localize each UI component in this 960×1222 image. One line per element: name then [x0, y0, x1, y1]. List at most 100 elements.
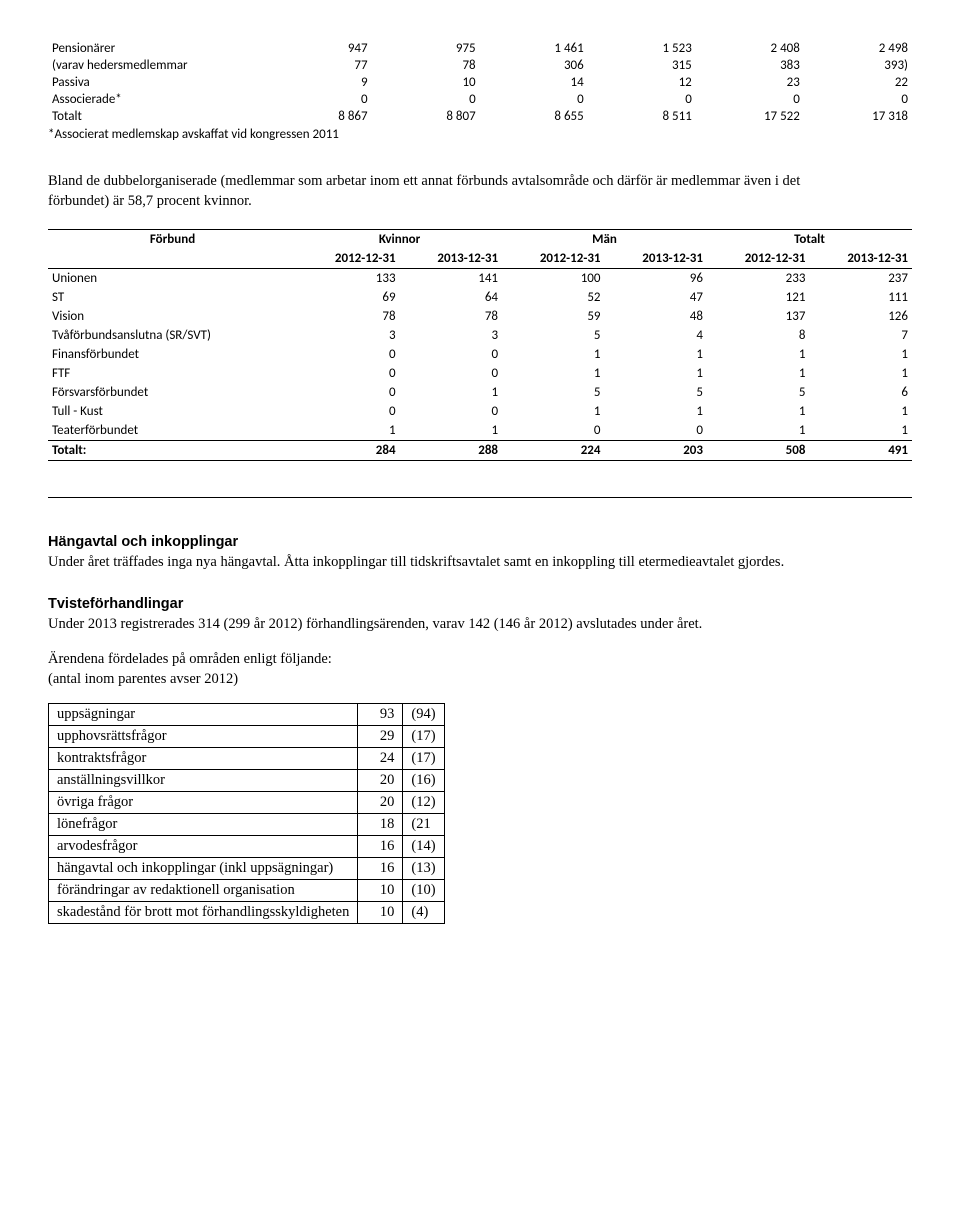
cell: 0	[297, 364, 399, 383]
cell: 1	[297, 421, 399, 441]
cell: 0	[372, 91, 480, 108]
table-row: upphovsrättsfrågor29(17)	[49, 726, 445, 748]
cell: 1	[400, 383, 502, 402]
table-row: ST69645247121111	[48, 288, 912, 307]
row-label: Tvåförbundsanslutna (SR/SVT)	[48, 326, 297, 345]
cell: 0	[264, 91, 372, 108]
row-label: arvodesfrågor	[49, 836, 358, 858]
cell: 0	[480, 91, 588, 108]
cell: 111	[809, 288, 912, 307]
cell: 121	[707, 288, 809, 307]
paren-cell: (4)	[403, 902, 444, 924]
cell: 78	[297, 307, 399, 326]
row-label: (varav hedersmedlemmar	[48, 57, 264, 74]
cell: 12	[588, 74, 696, 91]
table-row: Tvåförbundsanslutna (SR/SVT)335487	[48, 326, 912, 345]
total-cell: 288	[400, 441, 502, 461]
cell: 7	[809, 326, 912, 345]
cell: 1 461	[480, 40, 588, 57]
cell: 100	[502, 269, 604, 289]
cell: 1	[809, 364, 912, 383]
count-cell: 29	[358, 726, 403, 748]
table-row: hängavtal och inkopplingar (inkl uppsägn…	[49, 858, 445, 880]
arendena-line1: Ärendena fördelades på områden enligt fö…	[48, 649, 828, 669]
cell: 47	[605, 288, 707, 307]
table-row: Pensionärer9479751 4611 5232 4082 498	[48, 40, 912, 57]
cell: 133	[297, 269, 399, 289]
cell: 0	[400, 345, 502, 364]
cell: 9	[264, 74, 372, 91]
cell: 2 408	[696, 40, 804, 57]
date-header: 2012-12-31	[297, 249, 399, 269]
total-label: Totalt:	[48, 441, 297, 461]
count-cell: 20	[358, 792, 403, 814]
cell: 1	[809, 345, 912, 364]
table-row: uppsägningar93(94)	[49, 704, 445, 726]
arendena-table: uppsägningar93(94)upphovsrättsfrågor29(1…	[48, 703, 445, 924]
row-label: förändringar av redaktionell organisatio…	[49, 880, 358, 902]
count-cell: 20	[358, 770, 403, 792]
cell: 0	[400, 402, 502, 421]
paren-cell: (17)	[403, 748, 444, 770]
count-cell: 16	[358, 836, 403, 858]
table-row: Passiva91014122322	[48, 74, 912, 91]
cell: 6	[809, 383, 912, 402]
group-totalt: Totalt	[707, 230, 912, 250]
cell: 0	[297, 345, 399, 364]
cell: 4	[605, 326, 707, 345]
cell: 1	[605, 345, 707, 364]
cell: 78	[400, 307, 502, 326]
date-header: 2013-12-31	[605, 249, 707, 269]
cell: 77	[264, 57, 372, 74]
row-label: Totalt	[48, 108, 264, 125]
cell: 23	[696, 74, 804, 91]
table-row: Finansförbundet001111	[48, 345, 912, 364]
cell: 96	[605, 269, 707, 289]
count-cell: 10	[358, 880, 403, 902]
cell: 3	[400, 326, 502, 345]
cell: 1	[707, 402, 809, 421]
row-label: Teaterförbundet	[48, 421, 297, 441]
cell: 14	[480, 74, 588, 91]
table-row: Teaterförbundet110011	[48, 421, 912, 441]
table-row: förändringar av redaktionell organisatio…	[49, 880, 445, 902]
forbund-table: Förbund Kvinnor Män Totalt 2012-12-31201…	[48, 229, 912, 461]
table-row: skadestånd för brott mot förhandlingssky…	[49, 902, 445, 924]
total-cell: 203	[605, 441, 707, 461]
count-cell: 18	[358, 814, 403, 836]
date-header: 2013-12-31	[400, 249, 502, 269]
row-label: kontraktsfrågor	[49, 748, 358, 770]
cell: 8 511	[588, 108, 696, 125]
cell: 1	[707, 345, 809, 364]
cell: 137	[707, 307, 809, 326]
hangavtal-text: Under året träffades inga nya hängavtal.…	[48, 552, 828, 572]
row-label: Tull - Kust	[48, 402, 297, 421]
cell: 8	[707, 326, 809, 345]
cell: 5	[502, 383, 604, 402]
table-row: kontraktsfrågor24(17)	[49, 748, 445, 770]
row-label: Unionen	[48, 269, 297, 289]
count-cell: 93	[358, 704, 403, 726]
cell: 52	[502, 288, 604, 307]
cell: 1 523	[588, 40, 696, 57]
cell: 5	[502, 326, 604, 345]
table-row: Vision78785948137126	[48, 307, 912, 326]
forbund-tbody: Unionen13314110096233237ST69645247121111…	[48, 269, 912, 461]
table-row: Unionen13314110096233237	[48, 269, 912, 289]
date-header: 2012-12-31	[502, 249, 604, 269]
tviste-text: Under 2013 registrerades 314 (299 år 201…	[48, 614, 828, 634]
forbund-col-header: Förbund	[48, 230, 297, 250]
cell: 8 655	[480, 108, 588, 125]
cell: 0	[502, 421, 604, 441]
table-row: Totalt8 8678 8078 6558 51117 52217 318	[48, 108, 912, 125]
cell: 1	[400, 421, 502, 441]
table-row: lönefrågor18(21	[49, 814, 445, 836]
arendena-tbody: uppsägningar93(94)upphovsrättsfrågor29(1…	[49, 704, 445, 924]
paren-cell: (21	[403, 814, 444, 836]
total-cell: 284	[297, 441, 399, 461]
cell: 1	[707, 421, 809, 441]
cell: 1	[502, 402, 604, 421]
members-summary-table: Pensionärer9479751 4611 5232 4082 498(va…	[48, 40, 912, 125]
cell: 237	[809, 269, 912, 289]
total-cell: 491	[809, 441, 912, 461]
